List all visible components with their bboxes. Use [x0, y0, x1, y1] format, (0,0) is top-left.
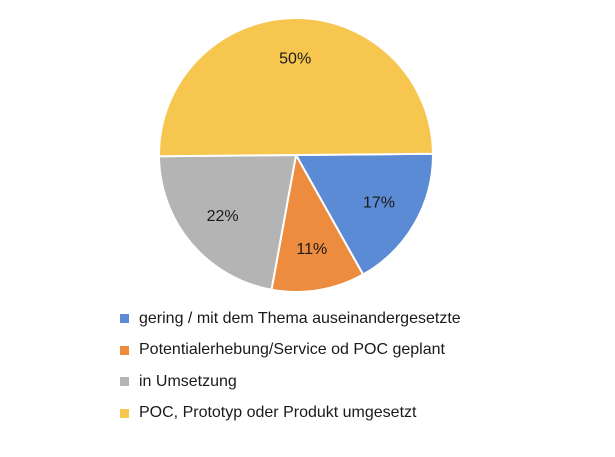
legend-swatch-in-umsetzung: [120, 377, 129, 387]
legend-label-gering: gering / mit dem Thema auseinandergesetz…: [139, 309, 461, 327]
pie-slice-poc-umgesetzt: [158, 17, 435, 158]
legend-item-in-umsetzung: in Umsetzung: [120, 366, 590, 398]
legend-label-potentialerhebung: Potentialerhebung/Service od POC geplant: [139, 341, 445, 359]
pie-chart-svg: 17% 11% 22% 50%: [157, 17, 435, 293]
pie-slice-labels: 17% 11% 22% 50%: [207, 50, 395, 257]
legend-label-in-umsetzung: in Umsetzung: [139, 372, 237, 390]
pie-chart: 17% 11% 22% 50%: [157, 17, 435, 293]
pie-label-gering: 17%: [363, 194, 395, 211]
pie-label-in-umsetzung: 22%: [207, 208, 239, 225]
legend-label-poc-umgesetzt: POC, Prototyp oder Produkt umgesetzt: [139, 404, 417, 422]
pie-label-poc-umgesetzt: 50%: [279, 50, 311, 67]
legend-item-poc-umgesetzt: POC, Prototyp oder Produkt umgesetzt: [120, 398, 590, 430]
pie-slices: [157, 17, 435, 293]
legend-swatch-potentialerhebung: [120, 345, 129, 355]
legend-swatch-gering: [120, 314, 129, 324]
pie-slice-gering: [294, 152, 434, 276]
pie-slice-in-umsetzung: [157, 153, 298, 291]
pie-label-potentialerhebung: 11%: [296, 241, 327, 258]
legend-item-potentialerhebung: Potentialerhebung/Service od POC geplant: [120, 335, 590, 367]
legend-item-gering: gering / mit dem Thema auseinandergesetz…: [120, 303, 590, 335]
pie-slice-potentialerhebung: [270, 152, 365, 293]
legend-swatch-poc-umgesetzt: [120, 408, 129, 418]
chart-legend: gering / mit dem Thema auseinandergesetz…: [120, 303, 590, 429]
